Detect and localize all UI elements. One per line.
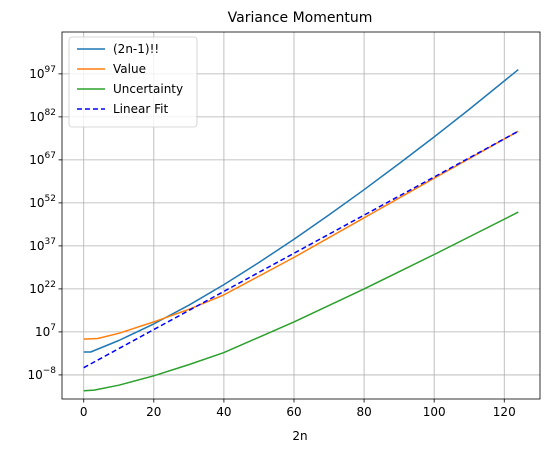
legend-label: Value (113, 62, 146, 76)
legend: (2n-1)!! Value Uncertainty Linear Fit (68, 36, 198, 128)
y-tick-label: 1022 (29, 280, 56, 296)
x-axis-ticks: 0 20 40 60 80 100 120 (80, 399, 516, 419)
y-axis-ticks: 10−8 107 1022 1037 1052 1067 1082 1097 (27, 65, 62, 382)
y-tick-label: 10−8 (27, 366, 56, 382)
legend-label: Linear Fit (113, 102, 168, 116)
x-tick-label: 0 (80, 405, 88, 419)
y-tick-label: 1067 (29, 151, 56, 167)
legend-label: Uncertainty (113, 82, 183, 96)
y-tick-label: 107 (35, 323, 56, 339)
series-line (83, 69, 519, 353)
x-tick-label: 20 (146, 405, 161, 419)
x-tick-label: 120 (493, 405, 516, 419)
x-tick-label: 40 (216, 405, 231, 419)
series-line (83, 130, 519, 369)
chart-title: Variance Momentum (228, 10, 373, 26)
x-tick-label: 80 (356, 405, 371, 419)
x-tick-label: 60 (286, 405, 301, 419)
x-axis-label: 2n (292, 429, 307, 443)
series-line (83, 130, 519, 340)
series-line (83, 211, 519, 392)
x-tick-label: 100 (423, 405, 446, 419)
plot-frame (61, 31, 541, 400)
y-tick-label: 1052 (29, 194, 56, 210)
y-tick-label: 1037 (29, 237, 56, 253)
legend-box (68, 36, 198, 128)
legend-label: (2n-1)!! (113, 42, 159, 56)
y-tick-label: 1082 (29, 108, 56, 124)
grid (62, 32, 540, 399)
series-lines (83, 69, 519, 392)
y-tick-label: 1097 (29, 65, 56, 81)
